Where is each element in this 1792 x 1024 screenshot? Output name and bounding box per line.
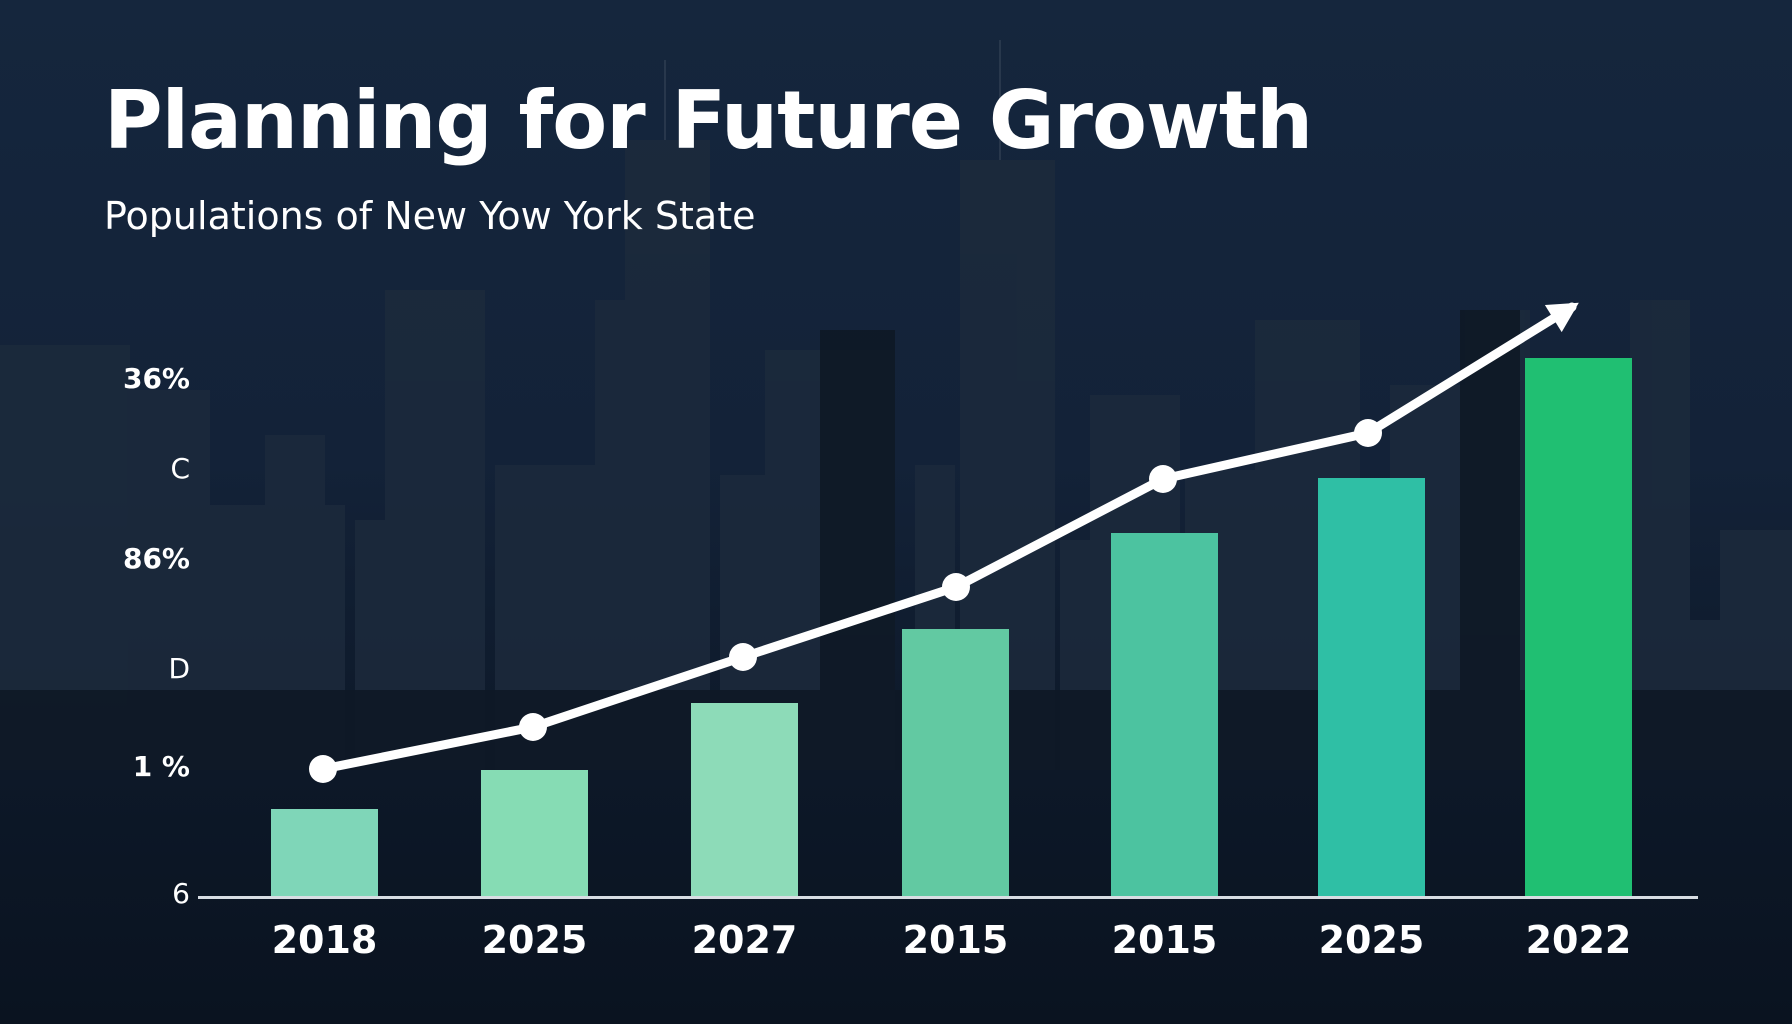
chart-subtitle: Populations of New Yow York State bbox=[104, 194, 756, 238]
chart-title: Planning for Future Growth bbox=[104, 74, 1313, 167]
y-tick-label: 1 % bbox=[132, 750, 190, 783]
trend-point bbox=[1354, 419, 1382, 447]
bar-3 bbox=[902, 629, 1009, 897]
trend-point bbox=[519, 713, 547, 741]
y-tick-label: 6 bbox=[172, 877, 190, 910]
y-tick-label: C bbox=[170, 452, 190, 485]
bar-6 bbox=[1525, 358, 1632, 897]
trend-point bbox=[1149, 465, 1177, 493]
x-tick-label: 2015 bbox=[1111, 918, 1218, 962]
trend-point bbox=[729, 643, 757, 671]
arrowhead-icon bbox=[1544, 302, 1579, 333]
x-tick-label: 2018 bbox=[271, 918, 378, 962]
trend-polyline bbox=[318, 302, 1577, 774]
x-axis-line bbox=[198, 896, 1698, 899]
bar-5 bbox=[1318, 478, 1425, 897]
trend-point bbox=[309, 755, 337, 783]
x-tick-label: 2015 bbox=[902, 918, 1009, 962]
x-tick-label: 2022 bbox=[1525, 918, 1632, 962]
trend-point bbox=[942, 573, 970, 601]
x-tick-label: 2025 bbox=[481, 918, 588, 962]
x-tick-label: 2025 bbox=[1318, 918, 1425, 962]
bar-2 bbox=[691, 703, 798, 897]
y-tick-label: D bbox=[168, 652, 190, 685]
bar-4 bbox=[1111, 533, 1218, 897]
bar-1 bbox=[481, 770, 588, 897]
x-tick-label: 2027 bbox=[691, 918, 798, 962]
bar-0 bbox=[271, 809, 378, 897]
y-tick-label: 36% bbox=[122, 362, 190, 395]
y-tick-label: 86% bbox=[122, 542, 190, 575]
